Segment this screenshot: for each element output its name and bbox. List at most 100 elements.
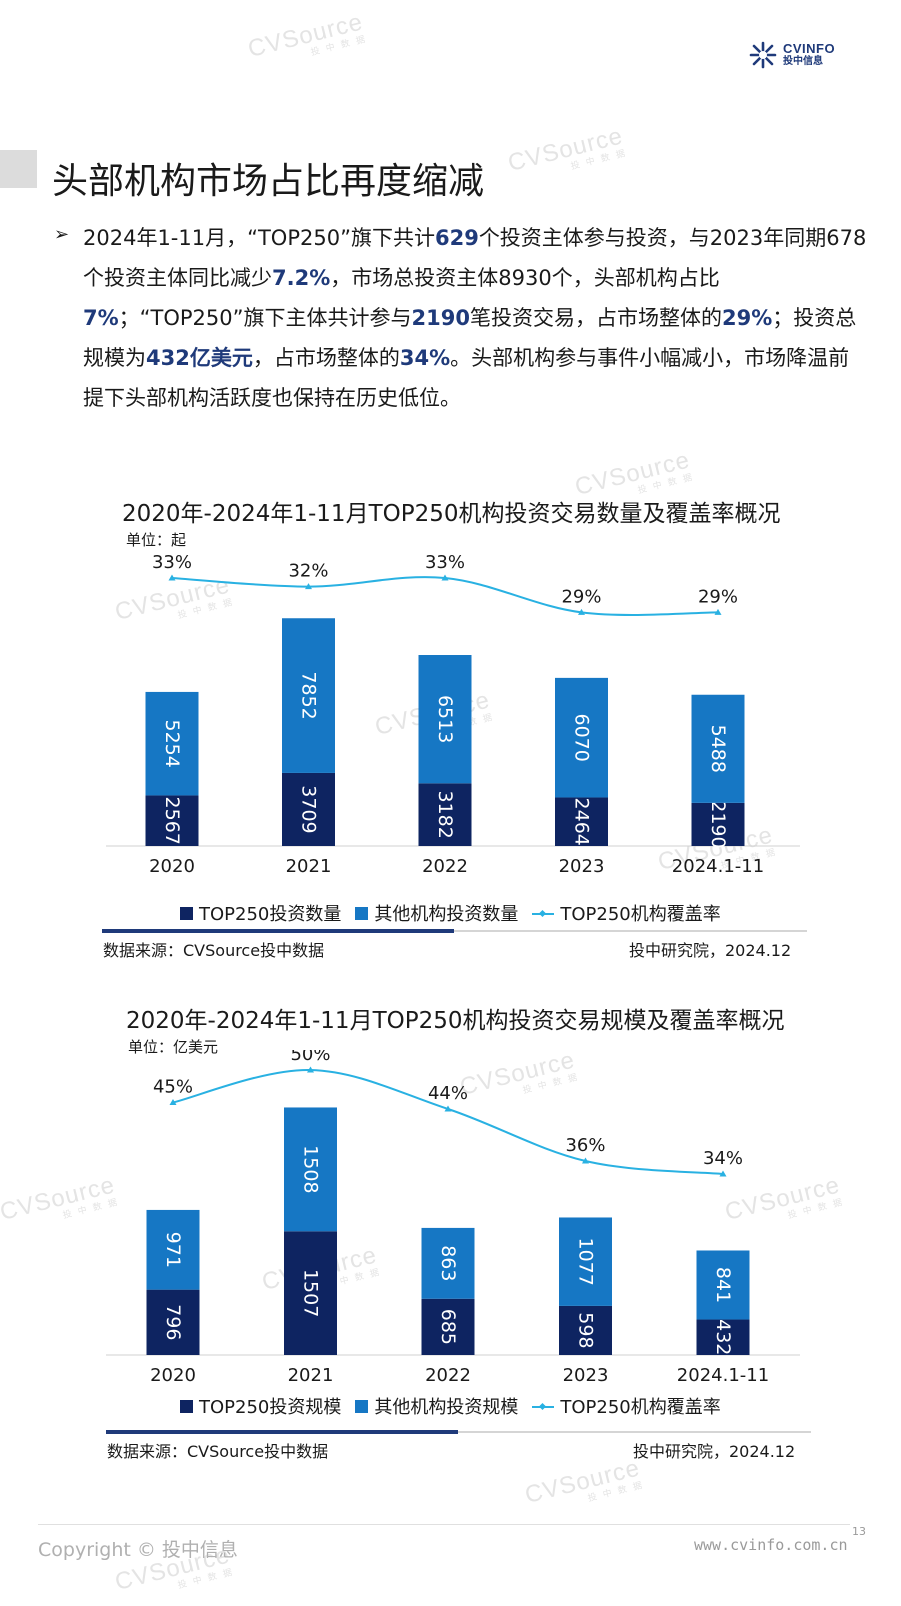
coverage-label: 44% — [428, 1083, 468, 1104]
x-tick-label: 2022 — [425, 1365, 471, 1386]
coverage-point — [305, 583, 312, 590]
summary-paragraph: 2024年1-11月，“TOP250”旗下共计629个投资主体参与投资，与202… — [83, 226, 867, 410]
chart2-org: 投中研究院，2024.12 — [633, 1442, 796, 1461]
bar-value-label: 1077 — [575, 1238, 597, 1286]
chart2-plot: 796 971 2020 1507 1508 2021 685 863 2022 598 1077 2… — [106, 1050, 800, 1386]
chart1-org: 投中研究院，2024.12 — [629, 941, 792, 960]
x-tick-label: 2024.1-11 — [677, 1365, 769, 1386]
chart2-source: 数据来源：CVSource投中数据 — [107, 1442, 329, 1461]
bar-top250 — [691, 802, 745, 846]
x-tick-label: 2023 — [559, 856, 605, 877]
bar-top250 — [696, 1319, 750, 1355]
logo-burst-icon — [749, 41, 777, 69]
coverage-label: 50% — [290, 1050, 330, 1065]
page-title: 头部机构市场占比再度缩减 — [52, 161, 485, 202]
bar-top250 — [421, 1298, 475, 1355]
chart2-legend: TOP250投资规模 其他机构投资规模 TOP250机构覆盖率 — [180, 1393, 735, 1419]
bar-value-label: 432 — [712, 1319, 734, 1355]
coverage-point — [714, 608, 722, 615]
chart2-title: 2020年-2024年1-11月TOP250机构投资交易规模及覆盖率概况 — [126, 1008, 785, 1034]
chart1-divider — [102, 930, 807, 932]
coverage-point — [169, 1099, 177, 1105]
chart1-source: 数据来源：CVSource投中数据 — [103, 941, 325, 960]
bar-top250 — [284, 1231, 337, 1355]
coverage-point — [168, 574, 176, 581]
coverage-point — [578, 608, 585, 615]
cvinfo-logo: CVINFO 投中信息 — [748, 40, 835, 70]
coverage-label: 34% — [703, 1148, 743, 1169]
legend-item-others: 其他机构投资规模 — [355, 1393, 518, 1419]
bar-others — [145, 691, 199, 796]
bar-value-label: 5254 — [161, 719, 183, 767]
coverage-point — [307, 1066, 314, 1073]
chart1-title: 2020年-2024年1-11月TOP250机构投资交易数量及覆盖率概况 — [122, 501, 781, 527]
coverage-label: 32% — [288, 561, 328, 582]
bar-value-label: 685 — [437, 1309, 459, 1345]
chart1-plot: 2567 5254 2020 3709 7852 2021 3182 6513 2022 2464… — [106, 552, 800, 877]
bar-value-label: 863 — [437, 1245, 459, 1281]
bar-others — [559, 1217, 612, 1306]
website-link[interactable]: www.cvinfo.com.cn — [694, 1536, 848, 1554]
bar-others — [146, 1209, 200, 1290]
bar-others — [555, 677, 608, 798]
chart2-unit: 单位：亿美元 — [128, 1038, 219, 1056]
copyright: Copyright © 投中信息 — [38, 1539, 238, 1561]
chart2-divider — [106, 1431, 811, 1433]
bar-value-label: 2567 — [161, 797, 183, 845]
x-tick-label: 2023 — [563, 1365, 609, 1386]
bar-others — [696, 1250, 750, 1320]
bar-top250 — [559, 1305, 612, 1355]
coverage-point — [444, 1105, 452, 1112]
legend-item-coverage: TOP250机构覆盖率 — [532, 900, 721, 926]
bar-others — [418, 655, 472, 784]
bar-value-label: 6070 — [571, 713, 593, 761]
bar-value-label: 3709 — [298, 785, 320, 833]
legend-item-top250: TOP250投资数量 — [180, 900, 341, 926]
footer-divider — [38, 1524, 850, 1525]
bar-top250 — [282, 772, 335, 846]
bar-value-label: 796 — [162, 1304, 184, 1340]
chart1-divider-accent — [102, 929, 454, 933]
legend-item-coverage: TOP250机构覆盖率 — [532, 1393, 721, 1419]
bar-value-label: 971 — [162, 1232, 184, 1268]
bar-value-label: 2190 — [707, 800, 729, 848]
chart1-unit: 单位：起 — [126, 531, 187, 549]
section-marker — [0, 150, 37, 188]
coverage-label: 33% — [425, 552, 465, 573]
coverage-label: 45% — [153, 1077, 193, 1098]
coverage-point — [582, 1157, 589, 1164]
coverage-label: 36% — [565, 1135, 605, 1156]
bar-top250 — [146, 1289, 200, 1355]
bullet-arrow-icon: ➢ — [54, 224, 70, 245]
x-tick-label: 2021 — [286, 856, 332, 877]
bar-top250 — [145, 795, 199, 846]
x-tick-label: 2024.1-11 — [672, 856, 764, 877]
coverage-line — [171, 576, 719, 616]
summary-bullet: ➢ 2024年1-11月，“TOP250”旗下共计629个投资主体参与投资，与2… — [52, 218, 867, 418]
x-tick-label: 2020 — [150, 1365, 196, 1386]
coverage-label: 29% — [561, 586, 601, 607]
bar-value-label: 5488 — [707, 725, 729, 773]
bar-value-label: 598 — [575, 1312, 597, 1348]
page-number: 13 — [852, 1525, 866, 1538]
bar-top250 — [418, 783, 472, 846]
x-tick-label: 2020 — [149, 856, 195, 877]
bar-top250 — [555, 797, 608, 846]
legend-item-others: 其他机构投资数量 — [355, 900, 518, 926]
coverage-label: 33% — [152, 552, 192, 573]
bar-value-label: 841 — [712, 1267, 734, 1303]
bar-value-label: 1507 — [300, 1269, 322, 1317]
coverage-point — [719, 1170, 727, 1177]
bar-others — [284, 1107, 337, 1232]
logo-wordmark: CVINFO — [783, 41, 836, 56]
bar-value-label: 1508 — [300, 1145, 322, 1193]
legend-item-top250: TOP250投资规模 — [180, 1393, 341, 1419]
bar-value-label: 7852 — [298, 671, 320, 719]
bar-value-label: 3182 — [434, 790, 456, 838]
bar-value-label: 2464 — [571, 798, 593, 846]
bar-others — [691, 694, 745, 803]
logo-subtitle: 投中信息 — [783, 56, 823, 67]
x-tick-label: 2021 — [288, 1365, 334, 1386]
